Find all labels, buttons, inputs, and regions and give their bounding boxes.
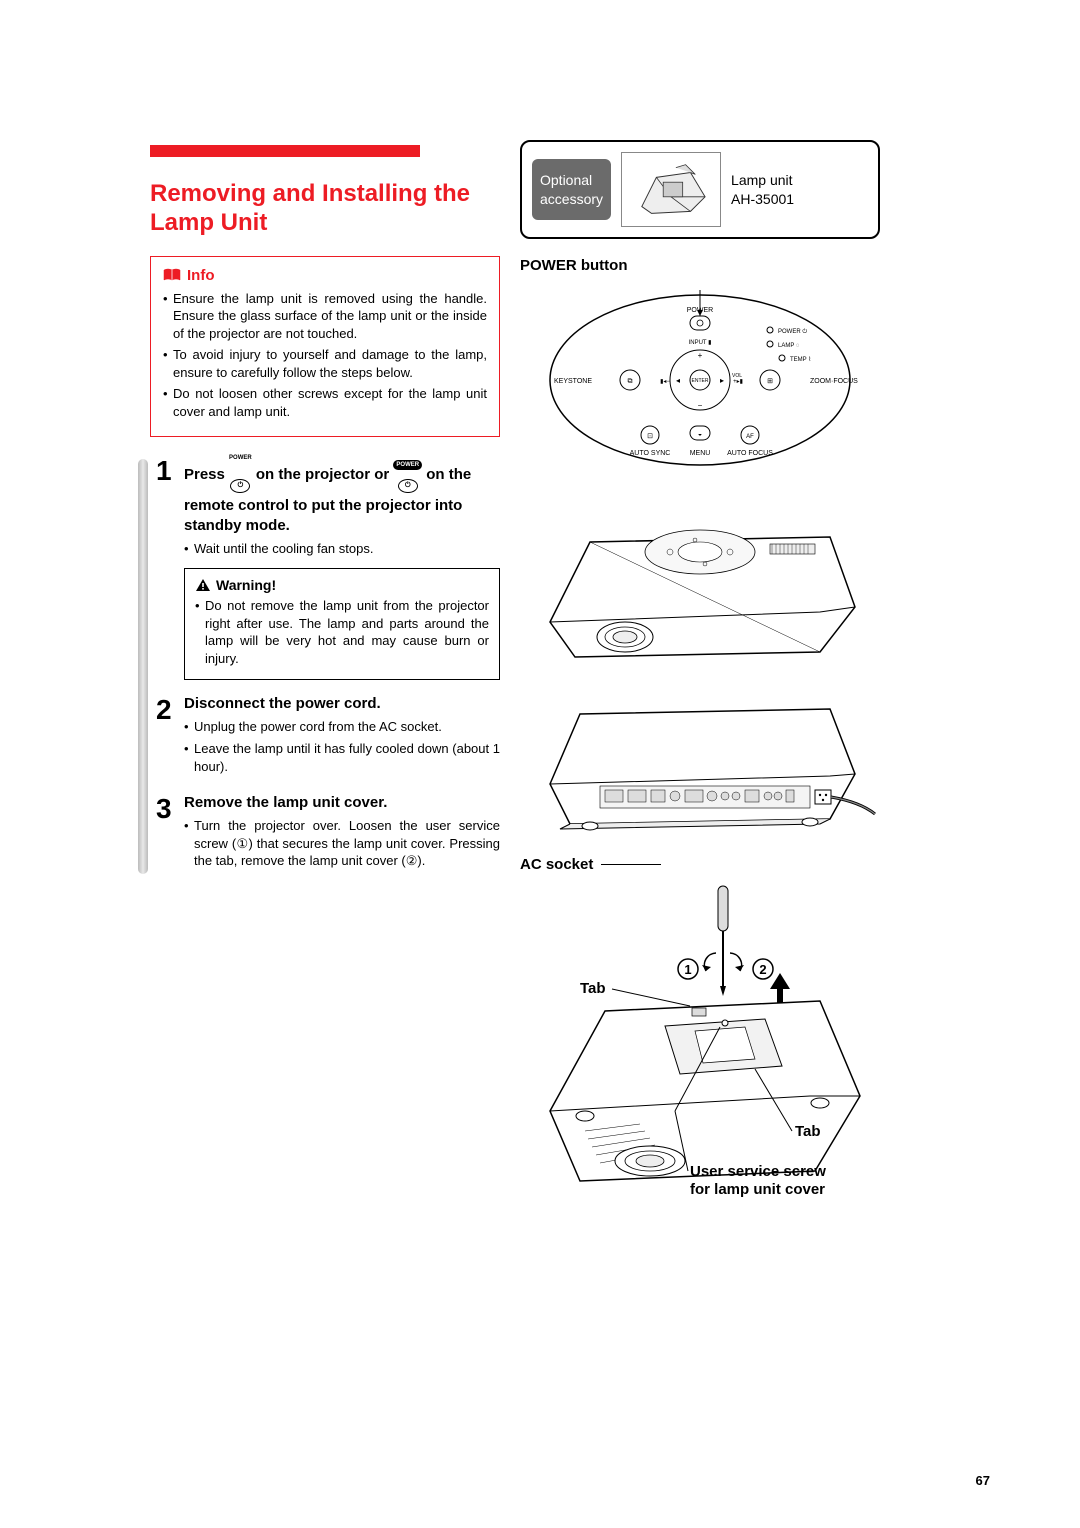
side-gradient-bar <box>138 459 148 874</box>
info-box: Info Ensure the lamp unit is removed usi… <box>150 256 500 438</box>
svg-text:for lamp unit cover: for lamp unit cover <box>690 1181 825 1198</box>
accessory-label-line: accessory <box>540 191 603 207</box>
svg-text:◒: ◒ <box>698 431 702 438</box>
svg-text:AUTO SYNC: AUTO SYNC <box>630 450 671 457</box>
svg-text:AUTO FOCUS: AUTO FOCUS <box>727 450 773 457</box>
projector-top-illustration <box>520 492 880 672</box>
lamp-unit-illustration <box>621 152 721 227</box>
svg-text:TEMP ⌇: TEMP ⌇ <box>790 356 811 363</box>
step-title-part: on the projector or <box>256 467 394 484</box>
info-item: Ensure the lamp unit is removed using th… <box>163 290 487 343</box>
svg-text:AF: AF <box>746 434 754 440</box>
warning-icon <box>195 578 211 592</box>
power-label: POWER <box>229 455 252 461</box>
page-number: 67 <box>976 1473 990 1488</box>
step-title: Remove the lamp unit cover. <box>184 793 500 813</box>
accessory-box: Optional accessory Lamp unit AH-35001 <box>520 140 880 239</box>
info-heading: Info <box>163 267 487 284</box>
warning-list: Do not remove the lamp unit from the pro… <box>195 597 489 667</box>
step-2: 2 Disconnect the power cord. Unplug the … <box>156 694 500 779</box>
step-bullet: Leave the lamp until it has fully cooled… <box>184 740 500 775</box>
main-heading: Removing and Installing the Lamp Unit <box>150 180 500 238</box>
svg-text:1: 1 <box>684 962 691 977</box>
svg-text:⧉: ⧉ <box>628 378 633 385</box>
step-number: 2 <box>156 694 184 779</box>
svg-text:LAMP ◌: LAMP ◌ <box>778 343 800 349</box>
warning-item: Do not remove the lamp unit from the pro… <box>195 597 489 667</box>
svg-text:−: − <box>698 401 703 410</box>
accessory-label-line: Optional <box>540 172 592 188</box>
svg-text:▸: ▸ <box>720 376 724 385</box>
power-button-label: POWER button <box>520 257 880 274</box>
svg-text:KEYSTONE: KEYSTONE <box>554 378 592 385</box>
step-bullet-list: Wait until the cooling fan stops. <box>184 540 500 558</box>
svg-text:⊞: ⊞ <box>767 378 773 385</box>
right-column: Optional accessory Lamp unit AH-35001 PO… <box>520 140 880 1223</box>
book-icon <box>163 268 181 282</box>
accessory-part-name: Lamp unit <box>731 172 792 188</box>
ac-socket-callout: AC socket <box>520 856 880 873</box>
accessory-part-number: AH-35001 <box>731 191 794 207</box>
step-bullet: Turn the projector over. Loosen the user… <box>184 817 500 870</box>
step-bullet-list: Unplug the power cord from the AC socket… <box>184 718 500 775</box>
svg-text:ENTER: ENTER <box>692 378 709 384</box>
svg-text:ZOOM·FOCUS: ZOOM·FOCUS <box>810 378 858 385</box>
svg-text:MENU: MENU <box>690 450 711 457</box>
svg-text:⊡: ⊡ <box>647 433 653 440</box>
power-button-icon: ⏻ <box>230 479 250 493</box>
ac-socket-label: AC socket <box>520 856 593 873</box>
svg-text:+: + <box>698 351 703 360</box>
callout-line <box>601 864 661 865</box>
left-column: Removing and Installing the Lamp Unit In… <box>150 140 500 1223</box>
projector-bottom-illustration: 1 2 Tab <box>520 881 880 1211</box>
power-button-remote-icon: ⏻ <box>398 479 418 493</box>
warning-box: Warning! Do not remove the lamp unit fro… <box>184 568 500 680</box>
svg-text:Tab: Tab <box>795 1123 821 1140</box>
control-panel-illustration: POWER POWER ⏻ LAMP ◌ TEMP ⌇ INPUT ▮ ENTE… <box>520 280 880 480</box>
warning-heading: Warning! <box>195 577 489 593</box>
info-list: Ensure the lamp unit is removed using th… <box>163 290 487 421</box>
step-title: Press POWER ⏻ on the projector or POWER … <box>184 455 500 536</box>
info-heading-text: Info <box>187 267 215 284</box>
svg-text:INPUT ▮: INPUT ▮ <box>689 340 712 346</box>
step-bullet: Unplug the power cord from the AC socket… <box>184 718 500 736</box>
step-bullet-list: Turn the projector over. Loosen the user… <box>184 817 500 870</box>
svg-text:+▸▮: +▸▮ <box>733 379 743 385</box>
step-title: Disconnect the power cord. <box>184 694 500 714</box>
warning-heading-text: Warning! <box>216 577 276 593</box>
step-3: 3 Remove the lamp unit cover. Turn the p… <box>156 793 500 874</box>
svg-text:VOL: VOL <box>732 373 742 379</box>
projector-rear-illustration <box>520 684 880 844</box>
info-item: Do not loosen other screws except for th… <box>163 385 487 420</box>
steps-wrapper: 1 Press POWER ⏻ on the projector or POWE… <box>150 455 500 874</box>
svg-text:User service screw: User service screw <box>690 1163 826 1180</box>
section-accent-bar <box>150 145 420 157</box>
svg-text:Tab: Tab <box>580 980 606 997</box>
step-number: 3 <box>156 793 184 874</box>
step-title-part: Press <box>184 467 229 484</box>
step-number: 1 <box>156 455 184 680</box>
power-label-remote: POWER <box>393 460 422 470</box>
accessory-part-info: Lamp unit AH-35001 <box>731 171 794 207</box>
step-bullet: Wait until the cooling fan stops. <box>184 540 500 558</box>
svg-text:◂: ◂ <box>676 376 680 385</box>
svg-text:2: 2 <box>759 962 766 977</box>
step-1: 1 Press POWER ⏻ on the projector or POWE… <box>156 455 500 680</box>
accessory-label: Optional accessory <box>532 159 611 219</box>
svg-text:POWER ⏻: POWER ⏻ <box>778 328 807 335</box>
info-item: To avoid injury to yourself and damage t… <box>163 346 487 381</box>
svg-text:▮◂−: ▮◂− <box>660 379 670 385</box>
